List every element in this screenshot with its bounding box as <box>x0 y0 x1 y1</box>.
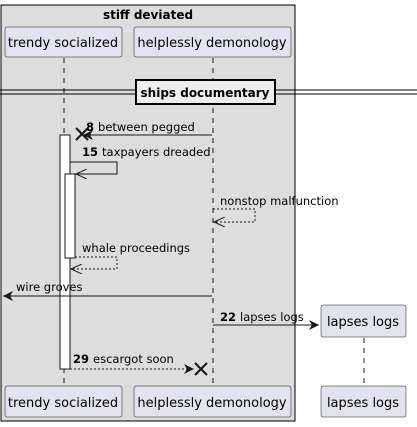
participant-lapses-created: lapses logs <box>321 305 406 337</box>
message-number: 15 <box>82 145 98 159</box>
participant-label: helplessly demonology <box>137 396 287 411</box>
message-number: 29 <box>73 352 89 366</box>
activation-bar-inner <box>65 174 75 258</box>
message-label: wire groves <box>16 280 83 294</box>
participant-lapses-bottom: lapses logs <box>321 386 406 417</box>
participant-label: helplessly demonology <box>137 36 287 51</box>
message-label: between pegged <box>98 120 195 134</box>
participant-helpless-top: helplessly demonology <box>134 27 291 57</box>
message-number: 22 <box>220 310 236 324</box>
message-label: lapses logs <box>240 310 304 324</box>
participant-label: lapses logs <box>327 315 399 330</box>
participant-trendy-top: trendy socialized <box>5 27 122 57</box>
message-label: whale proceedings <box>82 241 190 255</box>
message-number: 8 <box>86 120 94 134</box>
message-label: nonstop malfunction <box>220 194 339 208</box>
message-22: 22 lapses logs <box>213 310 319 325</box>
participant-label: trendy socialized <box>8 396 118 411</box>
participant-label: lapses logs <box>327 396 399 411</box>
participant-label: trendy socialized <box>8 36 118 51</box>
participant-trendy-bottom: trendy socialized <box>5 386 122 417</box>
message-label: escargot soon <box>93 352 174 366</box>
message-label: taxpayers dreaded <box>102 145 211 159</box>
divider-label: ships documentary <box>141 86 270 100</box>
group-title: stiff deviated <box>103 8 193 22</box>
participant-helpless-bottom: helplessly demonology <box>134 386 291 417</box>
